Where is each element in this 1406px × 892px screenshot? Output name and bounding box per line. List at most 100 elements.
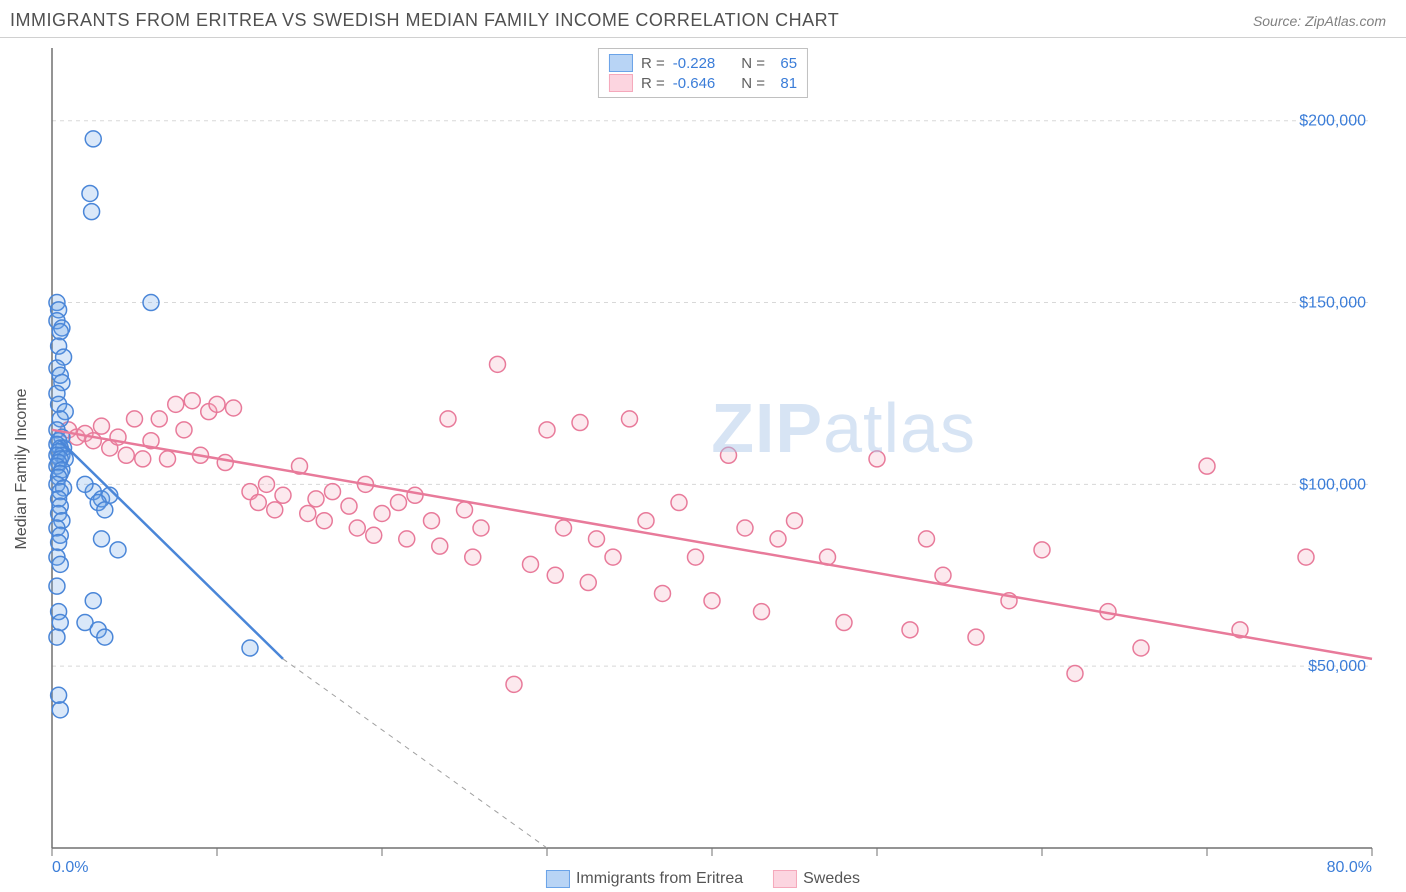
data-point [671, 495, 687, 511]
data-point [440, 411, 456, 427]
legend-swatch [546, 870, 570, 888]
data-point [51, 687, 67, 703]
data-point [85, 131, 101, 147]
legend-swatch [773, 870, 797, 888]
n-label: N = [741, 75, 765, 92]
data-point [1133, 640, 1149, 656]
legend-label: Swedes [803, 870, 860, 888]
data-point [605, 549, 621, 565]
data-point [655, 585, 671, 601]
data-point [325, 484, 341, 500]
data-point [424, 513, 440, 529]
data-point [49, 629, 65, 645]
legend-label: Immigrants from Eritrea [576, 870, 743, 888]
data-point [226, 400, 242, 416]
data-point [168, 396, 184, 412]
y-tick-label: $50,000 [1308, 658, 1366, 675]
data-point [869, 451, 885, 467]
data-point [1034, 542, 1050, 558]
data-point [490, 356, 506, 372]
data-point [97, 502, 113, 518]
data-point [836, 615, 852, 631]
data-point [341, 498, 357, 514]
r-value: -0.646 [673, 75, 716, 92]
data-point [176, 422, 192, 438]
data-point [127, 411, 143, 427]
legend-swatch [609, 54, 633, 72]
n-value: 65 [773, 55, 797, 72]
data-point [82, 185, 98, 201]
data-point [473, 520, 489, 536]
y-tick-label: $100,000 [1299, 476, 1366, 493]
data-point [52, 324, 68, 340]
data-point [51, 535, 67, 551]
data-point [407, 487, 423, 503]
data-point [770, 531, 786, 547]
data-point [118, 447, 134, 463]
data-point [935, 567, 951, 583]
legend-item: Immigrants from Eritrea [546, 870, 743, 888]
data-point [721, 447, 737, 463]
data-point [754, 604, 770, 620]
data-point [52, 556, 68, 572]
x-tick-label: 80.0% [1327, 859, 1372, 876]
data-point [432, 538, 448, 554]
data-point [523, 556, 539, 572]
data-point [465, 549, 481, 565]
data-point [399, 531, 415, 547]
data-point [638, 513, 654, 529]
data-point [704, 593, 720, 609]
scatter-chart: $50,000 $100,000 $150,000 $200,000 0.0% 80.0% [0, 0, 1406, 892]
data-point [539, 422, 555, 438]
data-point [580, 575, 596, 591]
data-point [1067, 665, 1083, 681]
data-point [589, 531, 605, 547]
data-point [308, 491, 324, 507]
data-point [688, 549, 704, 565]
data-point [737, 520, 753, 536]
data-point [366, 527, 382, 543]
data-point [902, 622, 918, 638]
data-point [457, 502, 473, 518]
data-point [84, 204, 100, 220]
data-point [968, 629, 984, 645]
trend-line-swedes [52, 430, 1372, 659]
data-point [94, 418, 110, 434]
x-tick-label: 0.0% [52, 859, 88, 876]
data-point [1298, 549, 1314, 565]
y-tick-label: $150,000 [1299, 295, 1366, 312]
data-point [300, 505, 316, 521]
chart-container: IMMIGRANTS FROM ERITREA VS SWEDISH MEDIA… [0, 0, 1406, 892]
data-point [572, 415, 588, 431]
data-point [110, 542, 126, 558]
data-point [374, 505, 390, 521]
data-point [97, 629, 113, 645]
data-point [1199, 458, 1215, 474]
data-point [349, 520, 365, 536]
data-point [94, 531, 110, 547]
series-legend: Immigrants from Eritrea Swedes [546, 870, 860, 888]
r-label: R = [641, 55, 665, 72]
data-point [143, 295, 159, 311]
r-label: R = [641, 75, 665, 92]
data-point [787, 513, 803, 529]
data-point [49, 578, 65, 594]
data-point [250, 495, 266, 511]
data-point [622, 411, 638, 427]
data-point [85, 593, 101, 609]
data-point [259, 476, 275, 492]
data-point [135, 451, 151, 467]
data-point [242, 640, 258, 656]
data-point [547, 567, 563, 583]
legend-swatch [609, 74, 633, 92]
legend-item: Swedes [773, 870, 860, 888]
correlation-legend-row: R =-0.646N =81 [609, 73, 797, 93]
correlation-legend: R =-0.228N =65R =-0.646N =81 [598, 48, 808, 98]
data-point [316, 513, 332, 529]
data-point [209, 396, 225, 412]
data-point [506, 676, 522, 692]
data-point [919, 531, 935, 547]
r-value: -0.228 [673, 55, 716, 72]
data-point [217, 455, 233, 471]
y-tick-label: $200,000 [1299, 113, 1366, 130]
